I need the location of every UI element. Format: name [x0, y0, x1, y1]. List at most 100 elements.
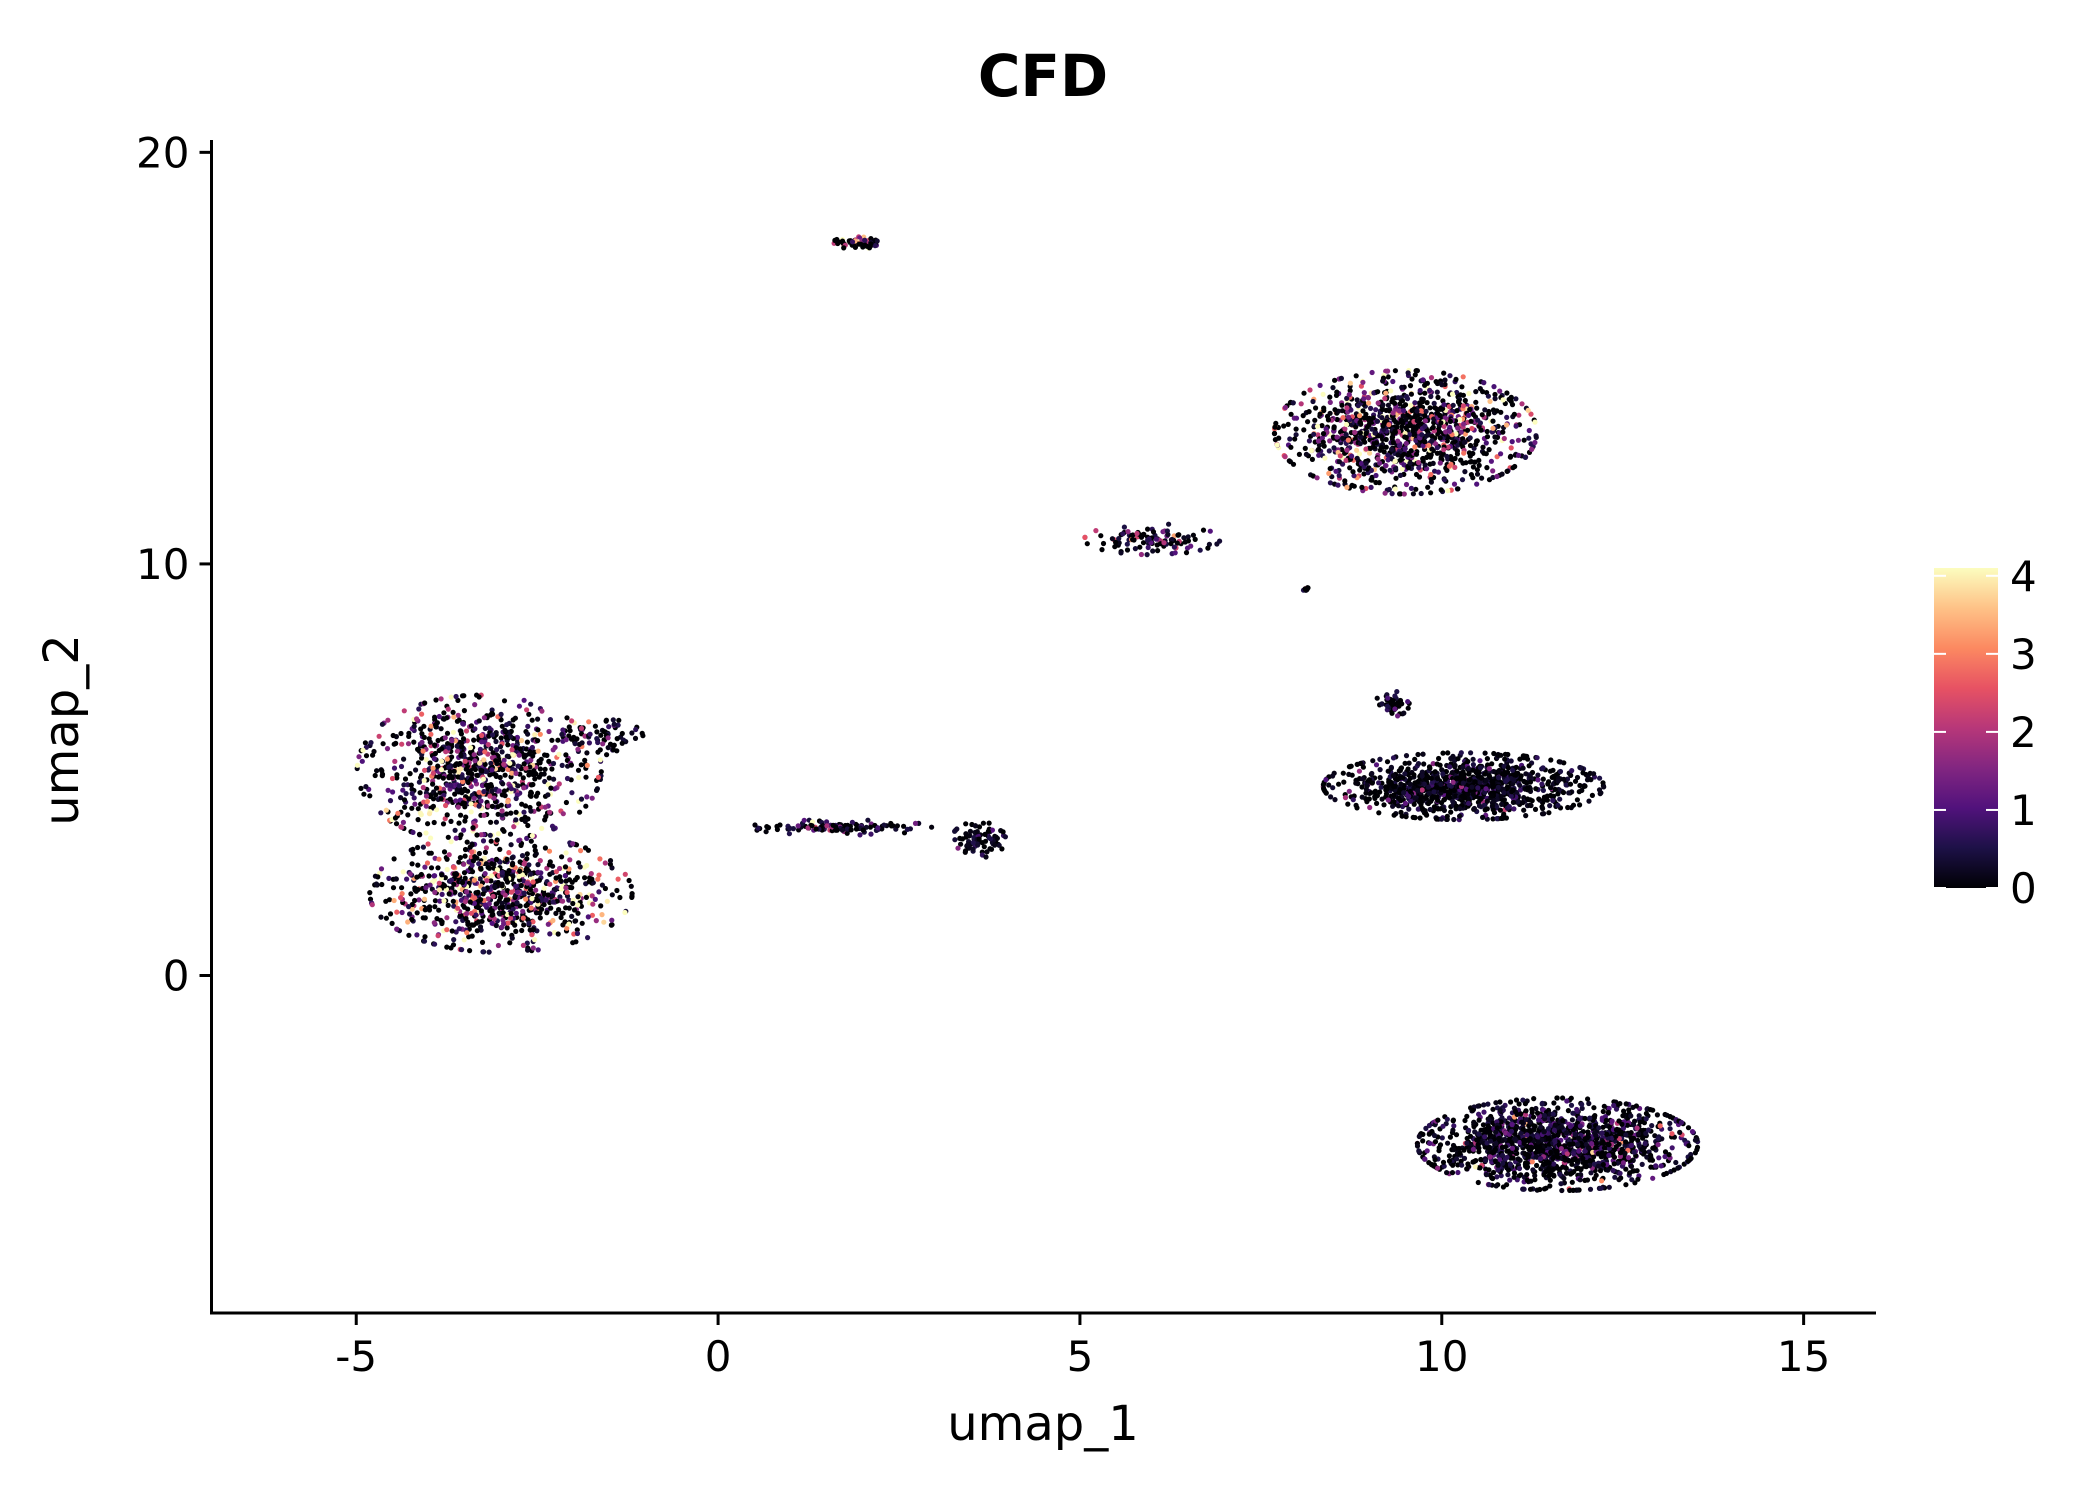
- data-point: [471, 752, 477, 758]
- data-point: [1370, 758, 1376, 764]
- data-point: [1623, 1182, 1629, 1188]
- data-point: [952, 837, 958, 843]
- data-point: [497, 744, 504, 750]
- data-point: [472, 758, 478, 764]
- data-point: [502, 772, 508, 778]
- data-point: [482, 761, 488, 768]
- data-point: [521, 878, 527, 884]
- data-point: [1426, 790, 1432, 796]
- y-axis-title: umap_2: [34, 634, 90, 826]
- data-point: [529, 896, 535, 902]
- data-point: [461, 708, 467, 714]
- data-point: [482, 725, 488, 732]
- data-point: [1327, 480, 1333, 486]
- data-point: [367, 890, 373, 896]
- data-point: [1410, 431, 1416, 437]
- data-point: [524, 707, 530, 713]
- data-point: [1400, 404, 1406, 410]
- data-point: [398, 795, 404, 801]
- data-point: [1546, 810, 1552, 816]
- data-point: [564, 715, 570, 721]
- data-point: [443, 802, 449, 809]
- data-point: [517, 859, 523, 865]
- data-point: [578, 796, 585, 802]
- data-point: [1401, 408, 1407, 414]
- data-point: [472, 726, 478, 732]
- data-point: [566, 897, 572, 903]
- data-point: [533, 910, 540, 916]
- data-point: [1339, 408, 1345, 414]
- data-point: [442, 875, 448, 881]
- data-point: [598, 903, 604, 909]
- data-point: [504, 856, 510, 863]
- data-point: [462, 846, 469, 853]
- data-point: [1483, 440, 1489, 446]
- data-point: [476, 803, 482, 809]
- data-point: [446, 775, 452, 781]
- data-point: [1486, 408, 1492, 415]
- data-point: [556, 907, 562, 913]
- data-point: [523, 765, 529, 771]
- data-point: [455, 712, 461, 719]
- data-point: [1329, 474, 1335, 480]
- data-point: [418, 772, 425, 778]
- data-point: [490, 750, 496, 756]
- data-point: [453, 835, 459, 841]
- data-point: [574, 874, 580, 881]
- data-point: [530, 926, 536, 933]
- data-point: [513, 910, 519, 917]
- data-point: [468, 910, 474, 916]
- data-point: [1390, 434, 1396, 440]
- data-point: [427, 882, 433, 888]
- data-point: [1365, 395, 1371, 401]
- data-point: [502, 727, 508, 734]
- data-point: [1467, 435, 1473, 441]
- data-point: [1513, 396, 1519, 402]
- data-point: [501, 761, 507, 767]
- data-point: [1274, 442, 1280, 448]
- data-point: [1406, 806, 1412, 812]
- data-point: [395, 810, 401, 816]
- data-point: [1341, 779, 1347, 785]
- data-point: [483, 845, 489, 851]
- data-point: [542, 752, 548, 758]
- data-point: [967, 828, 974, 834]
- data-point: [874, 238, 880, 244]
- data-point: [605, 735, 611, 741]
- data-point: [463, 728, 470, 734]
- data-point: [508, 911, 514, 917]
- data-point: [1399, 423, 1405, 429]
- data-point: [1555, 802, 1561, 808]
- data-point: [391, 741, 397, 747]
- data-point: [1420, 458, 1426, 464]
- data-point: [476, 861, 482, 867]
- data-point: [517, 868, 523, 874]
- data-point: [503, 811, 510, 817]
- data-point: [868, 831, 874, 837]
- data-point: [1591, 771, 1597, 777]
- data-point: [1302, 445, 1308, 451]
- data-point: [384, 746, 391, 752]
- data-point: [477, 876, 483, 882]
- data-point: [1405, 370, 1411, 376]
- data-point: [763, 829, 769, 835]
- data-point: [1301, 427, 1307, 433]
- data-point: [479, 939, 486, 946]
- data-point: [607, 858, 614, 864]
- data-point: [439, 872, 445, 878]
- data-point: [1403, 434, 1409, 441]
- data-point: [1403, 481, 1410, 488]
- data-point: [1174, 540, 1180, 546]
- data-point: [1416, 465, 1422, 471]
- data-point: [901, 830, 908, 836]
- data-point: [530, 771, 536, 778]
- data-point: [1491, 750, 1497, 757]
- data-point: [1517, 756, 1523, 762]
- data-point: [501, 698, 508, 704]
- data-point: [549, 737, 555, 743]
- data-point: [526, 772, 532, 778]
- data-point: [562, 873, 568, 879]
- data-point: [1450, 798, 1456, 805]
- data-point: [1473, 389, 1479, 395]
- data-point: [521, 761, 527, 767]
